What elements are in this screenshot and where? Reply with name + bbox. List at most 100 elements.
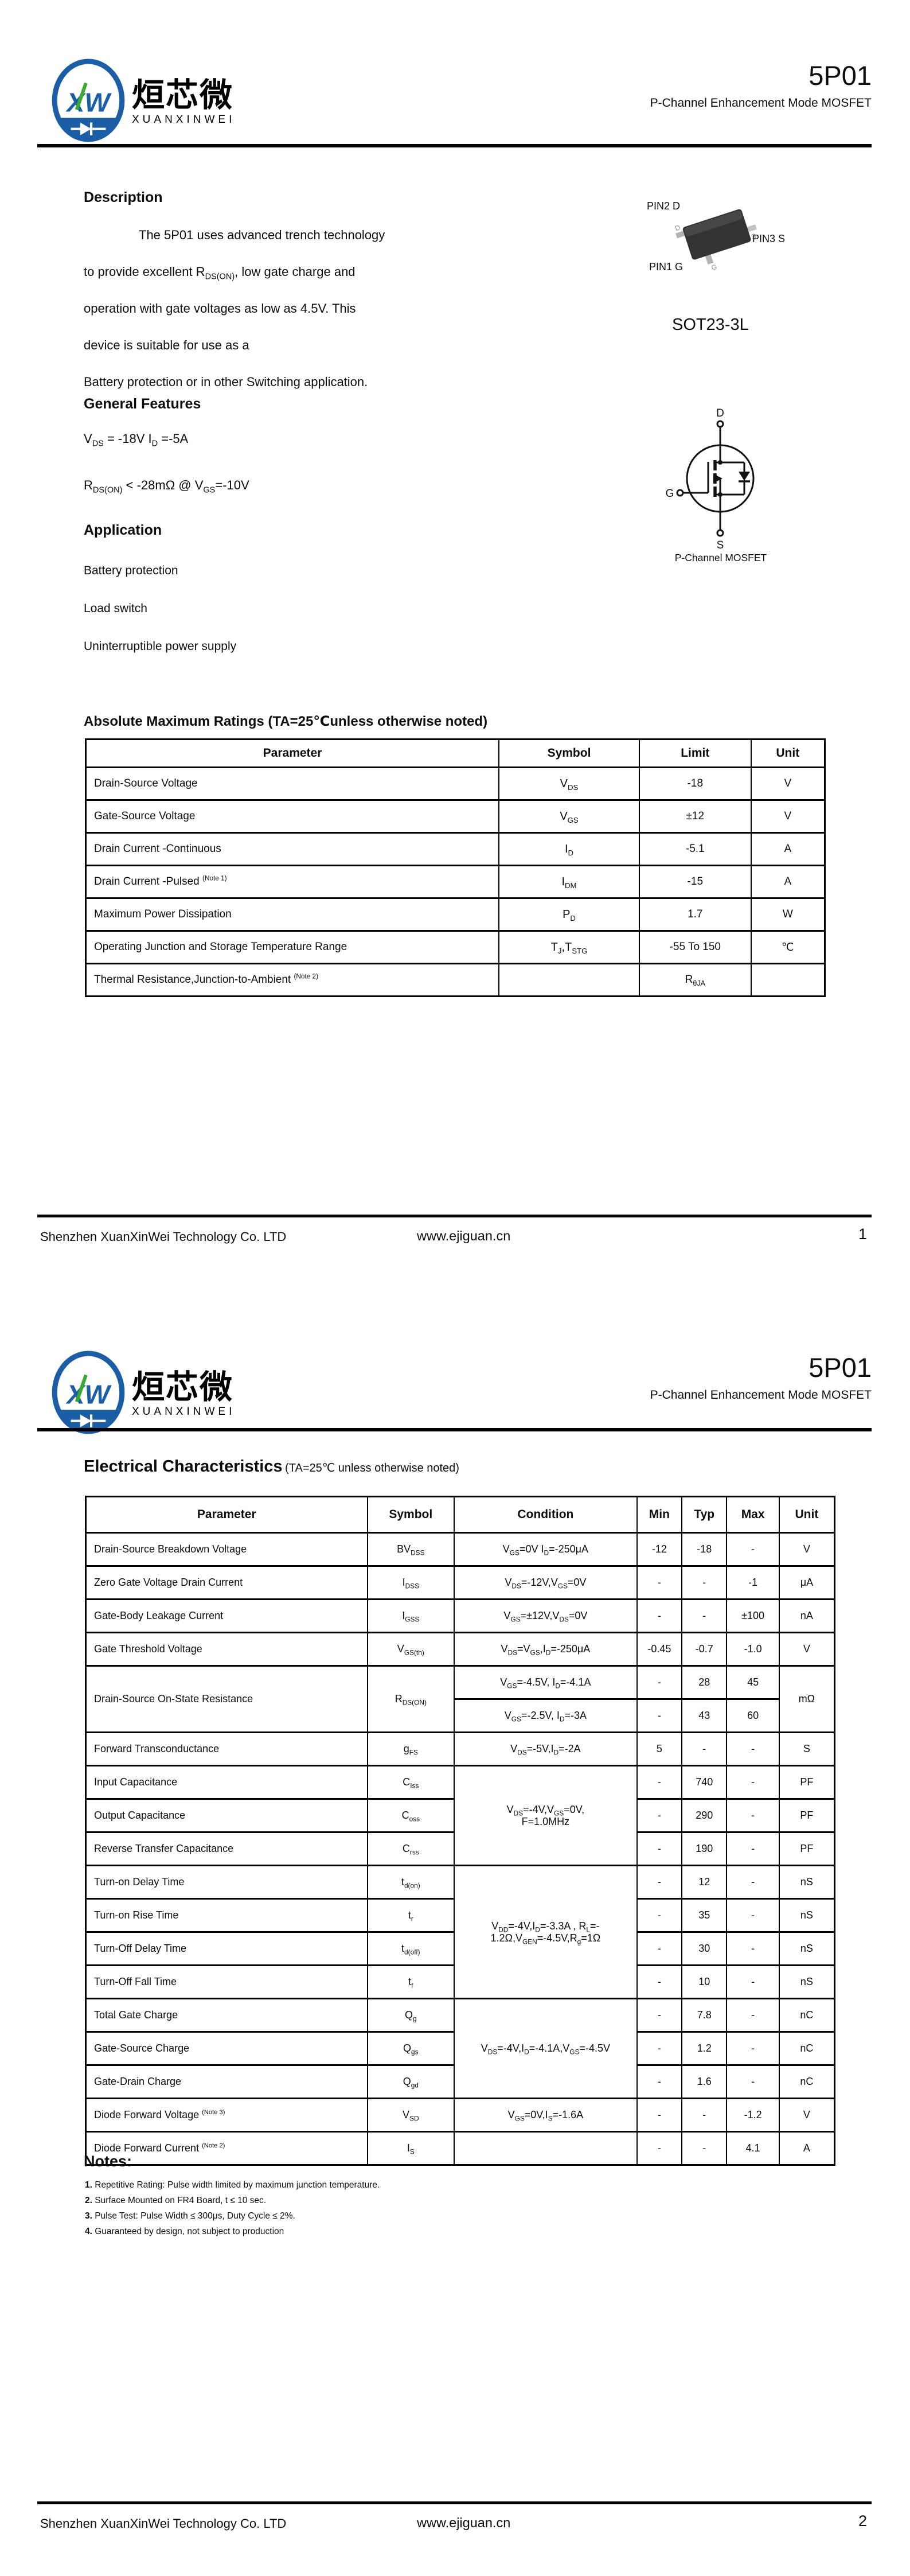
feature-item: VDS = -18V ID =-5A bbox=[84, 431, 189, 449]
brand-name-chinese: 烜芯微 bbox=[132, 77, 233, 114]
min-cell: - bbox=[636, 2098, 682, 2132]
unit-cell: ℃ bbox=[750, 930, 825, 964]
param-cell: Reverse Transfer Capacitance bbox=[85, 1831, 368, 1866]
param-cell: Drain Current -Continuous bbox=[85, 832, 499, 866]
header-title-block: 5P01 P-Channel Enhancement Mode MOSFET bbox=[650, 1354, 872, 1402]
param-cell: Total Gate Charge bbox=[85, 1998, 368, 2032]
symbol-cell: td(on) bbox=[366, 1865, 455, 1899]
symbol-cell: VGS(th) bbox=[366, 1632, 455, 1666]
typ-cell: 30 bbox=[681, 1931, 727, 1966]
param-cell: Drain-Source On-State Resistance bbox=[85, 1665, 368, 1733]
param-cell: Turn-on Rise Time bbox=[85, 1898, 368, 1932]
note-item: 3. Pulse Test: Pulse Width ≤ 300μs, Duty… bbox=[85, 2211, 295, 2221]
typ-cell: 1.6 bbox=[681, 2064, 727, 2099]
min-cell: - bbox=[636, 1865, 682, 1899]
typ-cell: 10 bbox=[681, 1964, 727, 1999]
part-number: 5P01 bbox=[809, 60, 872, 91]
limit-cell: -18 bbox=[638, 766, 751, 800]
symbol-cell: Qgs bbox=[366, 2031, 455, 2065]
table-row: Diode Forward Current (Note 2) IS - -4.1 A bbox=[85, 2131, 835, 2165]
notes-list: 1. Repetitive Rating: Pulse width limite… bbox=[85, 2177, 380, 2239]
unit-cell bbox=[750, 963, 825, 997]
col-symbol: Symbol bbox=[498, 738, 639, 768]
condition-cell: VDS=VGS,ID=-250μA bbox=[454, 1632, 637, 1666]
limit-cell: RθJA bbox=[638, 963, 751, 997]
min-cell: - bbox=[636, 1565, 682, 1600]
condition-cell bbox=[454, 2131, 637, 2165]
symbol-cell: IS bbox=[366, 2131, 455, 2165]
typ-cell: -0.7 bbox=[681, 1632, 727, 1666]
table-row: Drain Current -Pulsed (Note 1) IDM -15 A bbox=[85, 865, 825, 898]
max-cell: - bbox=[726, 2064, 779, 2099]
param-cell: Operating Junction and Storage Temperatu… bbox=[85, 930, 499, 964]
table-row: Turn-Off Delay Time td(off) -30- nS bbox=[85, 1931, 835, 1966]
description-paragraph: The 5P01 uses advanced trench technology… bbox=[84, 217, 520, 400]
typ-cell: 190 bbox=[681, 1831, 727, 1866]
symbol-cell: TJ,TSTG bbox=[498, 930, 639, 964]
part-number: 5P01 bbox=[809, 1352, 872, 1383]
symbol-cell: td(off) bbox=[366, 1931, 455, 1966]
table-row: Gate-Body Leakage Current IGSS VGS=±12V,VD… bbox=[85, 1598, 835, 1633]
min-cell: - bbox=[636, 1964, 682, 1999]
min-cell: - bbox=[636, 1931, 682, 1966]
symbol-cell: VDS bbox=[498, 766, 639, 800]
symbol-cell: VSD bbox=[366, 2098, 455, 2132]
max-cell: - bbox=[726, 1532, 779, 1566]
description-line: Battery protection or in other Switching… bbox=[84, 375, 368, 389]
typ-cell: - bbox=[681, 1731, 727, 1766]
abs-max-heading: Absolute Maximum Ratings (TA=25℃unless o… bbox=[84, 714, 488, 729]
unit-cell: nC bbox=[778, 1998, 835, 2032]
typ-cell: 1.2 bbox=[681, 2031, 727, 2065]
table-row: Gate-Source Voltage VGS ±12 V bbox=[85, 799, 825, 833]
note-item: 1. Repetitive Rating: Pulse width limite… bbox=[85, 2180, 380, 2190]
param-cell: Drain Current -Pulsed (Note 1) bbox=[85, 865, 499, 898]
limit-cell: -15 bbox=[638, 865, 751, 898]
max-cell: - bbox=[726, 1964, 779, 1999]
min-cell: - bbox=[636, 1765, 682, 1799]
table-row: Thermal Resistance,Junction-to-Ambient (… bbox=[85, 963, 825, 997]
max-cell: - bbox=[726, 1931, 779, 1966]
pin3-label: PIN3 S bbox=[752, 233, 786, 244]
max-cell: - bbox=[726, 2031, 779, 2065]
col-parameter: Parameter bbox=[85, 738, 499, 768]
unit-cell: A bbox=[750, 865, 825, 898]
param-cell: Turn-Off Delay Time bbox=[85, 1931, 368, 1966]
table-row: Zero Gate Voltage Drain Current IDSS VDS=-… bbox=[85, 1565, 835, 1600]
elec-table: Parameter Symbol Condition Min Typ Max U… bbox=[85, 1496, 835, 2166]
note-number: 3. bbox=[85, 2211, 92, 2221]
max-cell: 60 bbox=[726, 1698, 779, 1733]
max-cell: - bbox=[726, 1898, 779, 1932]
unit-cell: PF bbox=[778, 1765, 835, 1799]
typ-cell: 7.8 bbox=[681, 1998, 727, 2032]
min-cell: - bbox=[636, 1898, 682, 1932]
package-caption: SOT23-3L bbox=[672, 316, 749, 334]
table-header-row: Parameter Symbol Limit Unit bbox=[85, 738, 825, 768]
symbol-cell: tf bbox=[366, 1964, 455, 1999]
pin2-label: PIN2 D bbox=[647, 200, 681, 212]
footer-company: Shenzhen XuanXinWei Technology Co. LTD bbox=[40, 1229, 287, 1244]
pin1-label: PIN1 G bbox=[649, 261, 684, 273]
elec-heading: Electrical Characteristics (TA=25℃ unles… bbox=[84, 1457, 459, 1476]
symbol-cell: Crss bbox=[366, 1831, 455, 1866]
note-number: 1. bbox=[85, 2180, 92, 2190]
pchannel-mosfet-symbol-icon: D S G bbox=[666, 408, 755, 551]
max-cell: - bbox=[726, 1865, 779, 1899]
param-cell: Diode Forward Current (Note 2) bbox=[85, 2131, 368, 2165]
min-cell: - bbox=[636, 2131, 682, 2165]
typ-cell: -18 bbox=[681, 1532, 727, 1566]
logo-monogram: XW bbox=[65, 87, 112, 117]
limit-cell: -55 To 150 bbox=[638, 930, 751, 964]
description-line: operation with gate voltages as low as 4… bbox=[84, 301, 356, 316]
table-row: Gate Threshold Voltage VGS(th) VDS=VGS,ID=… bbox=[85, 1632, 835, 1666]
symbol-cell: Qgd bbox=[366, 2064, 455, 2099]
typ-cell: - bbox=[681, 1565, 727, 1600]
table-row: Drain Current -Continuous ID -5.1 A bbox=[85, 832, 825, 866]
notes-heading: Notes: bbox=[84, 2153, 132, 2170]
typ-cell: - bbox=[681, 2131, 727, 2165]
unit-cell: V bbox=[750, 766, 825, 800]
footer-website: www.ejiguan.cn bbox=[417, 1228, 511, 1243]
min-cell: -0.45 bbox=[636, 1632, 682, 1666]
source-label: S bbox=[717, 539, 724, 551]
max-cell: - bbox=[726, 1765, 779, 1799]
